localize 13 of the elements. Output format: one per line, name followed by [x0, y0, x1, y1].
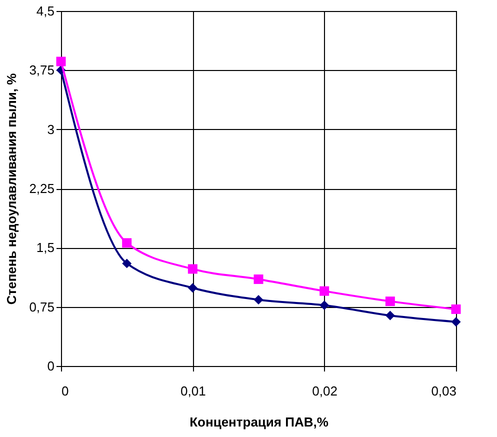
x-axis-title: Концентрация ПАВ,% — [190, 414, 329, 430]
x-tick-label: 0,02 — [312, 384, 338, 398]
x-tick-label: 0,01 — [180, 384, 206, 398]
y-tick-label: 1,5 — [36, 240, 54, 256]
y-tick-label: 2,25 — [29, 181, 54, 196]
x-tick-label: 0 — [62, 384, 69, 398]
y-tick-label: 3 — [47, 122, 54, 137]
y-tick-label: 0,75 — [29, 299, 54, 314]
x-tick-label: 0,03 — [431, 384, 456, 398]
y-tick-label: 0 — [47, 358, 54, 374]
y-tick-label: 4,5 — [36, 4, 54, 18]
y-tick-label: 3,75 — [29, 62, 54, 78]
y-axis-title: Степень недоулавливания пыли, % — [4, 72, 20, 305]
